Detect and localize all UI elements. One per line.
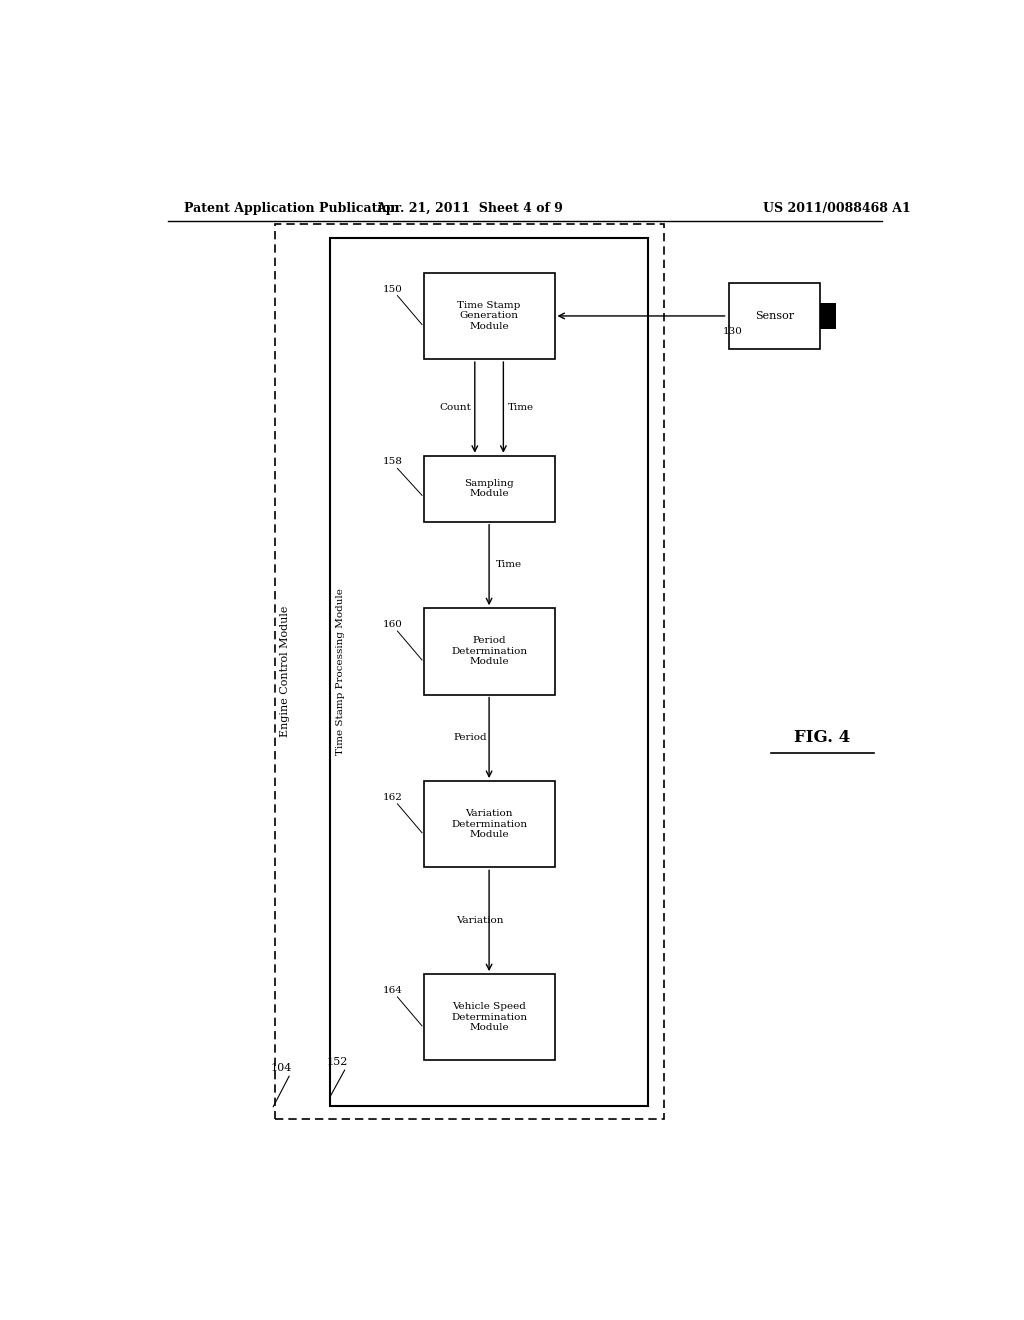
FancyBboxPatch shape — [424, 609, 555, 694]
Text: Variation
Determination
Module: Variation Determination Module — [451, 809, 527, 840]
Text: US 2011/0088468 A1: US 2011/0088468 A1 — [763, 202, 910, 215]
Text: Engine Control Module: Engine Control Module — [281, 606, 290, 738]
Text: Variation: Variation — [456, 916, 503, 925]
Text: Time Stamp Processing Module: Time Stamp Processing Module — [336, 589, 345, 755]
Text: 104: 104 — [270, 1063, 292, 1073]
Text: FIG. 4: FIG. 4 — [795, 729, 851, 746]
Text: 164: 164 — [382, 986, 402, 995]
FancyBboxPatch shape — [424, 273, 555, 359]
Text: Patent Application Publication: Patent Application Publication — [183, 202, 399, 215]
Text: 162: 162 — [382, 793, 402, 801]
Text: Period: Period — [454, 733, 487, 742]
Text: Period
Determination
Module: Period Determination Module — [451, 636, 527, 667]
Text: Time: Time — [496, 561, 521, 569]
Text: 130: 130 — [723, 327, 743, 337]
FancyBboxPatch shape — [729, 282, 820, 348]
Text: 150: 150 — [382, 285, 402, 293]
Text: Sensor: Sensor — [756, 312, 795, 321]
Text: Sampling
Module: Sampling Module — [464, 479, 514, 499]
FancyBboxPatch shape — [331, 238, 648, 1106]
FancyBboxPatch shape — [820, 302, 837, 329]
FancyBboxPatch shape — [274, 224, 664, 1119]
Text: 158: 158 — [382, 457, 402, 466]
FancyBboxPatch shape — [424, 781, 555, 867]
Text: 152: 152 — [327, 1057, 348, 1067]
FancyBboxPatch shape — [424, 974, 555, 1060]
Text: Count: Count — [439, 403, 471, 412]
Text: Time Stamp
Generation
Module: Time Stamp Generation Module — [458, 301, 521, 331]
Text: 160: 160 — [382, 620, 402, 630]
FancyBboxPatch shape — [424, 455, 555, 521]
Text: Apr. 21, 2011  Sheet 4 of 9: Apr. 21, 2011 Sheet 4 of 9 — [376, 202, 562, 215]
Text: Time: Time — [508, 403, 535, 412]
Text: Vehicle Speed
Determination
Module: Vehicle Speed Determination Module — [451, 1002, 527, 1032]
